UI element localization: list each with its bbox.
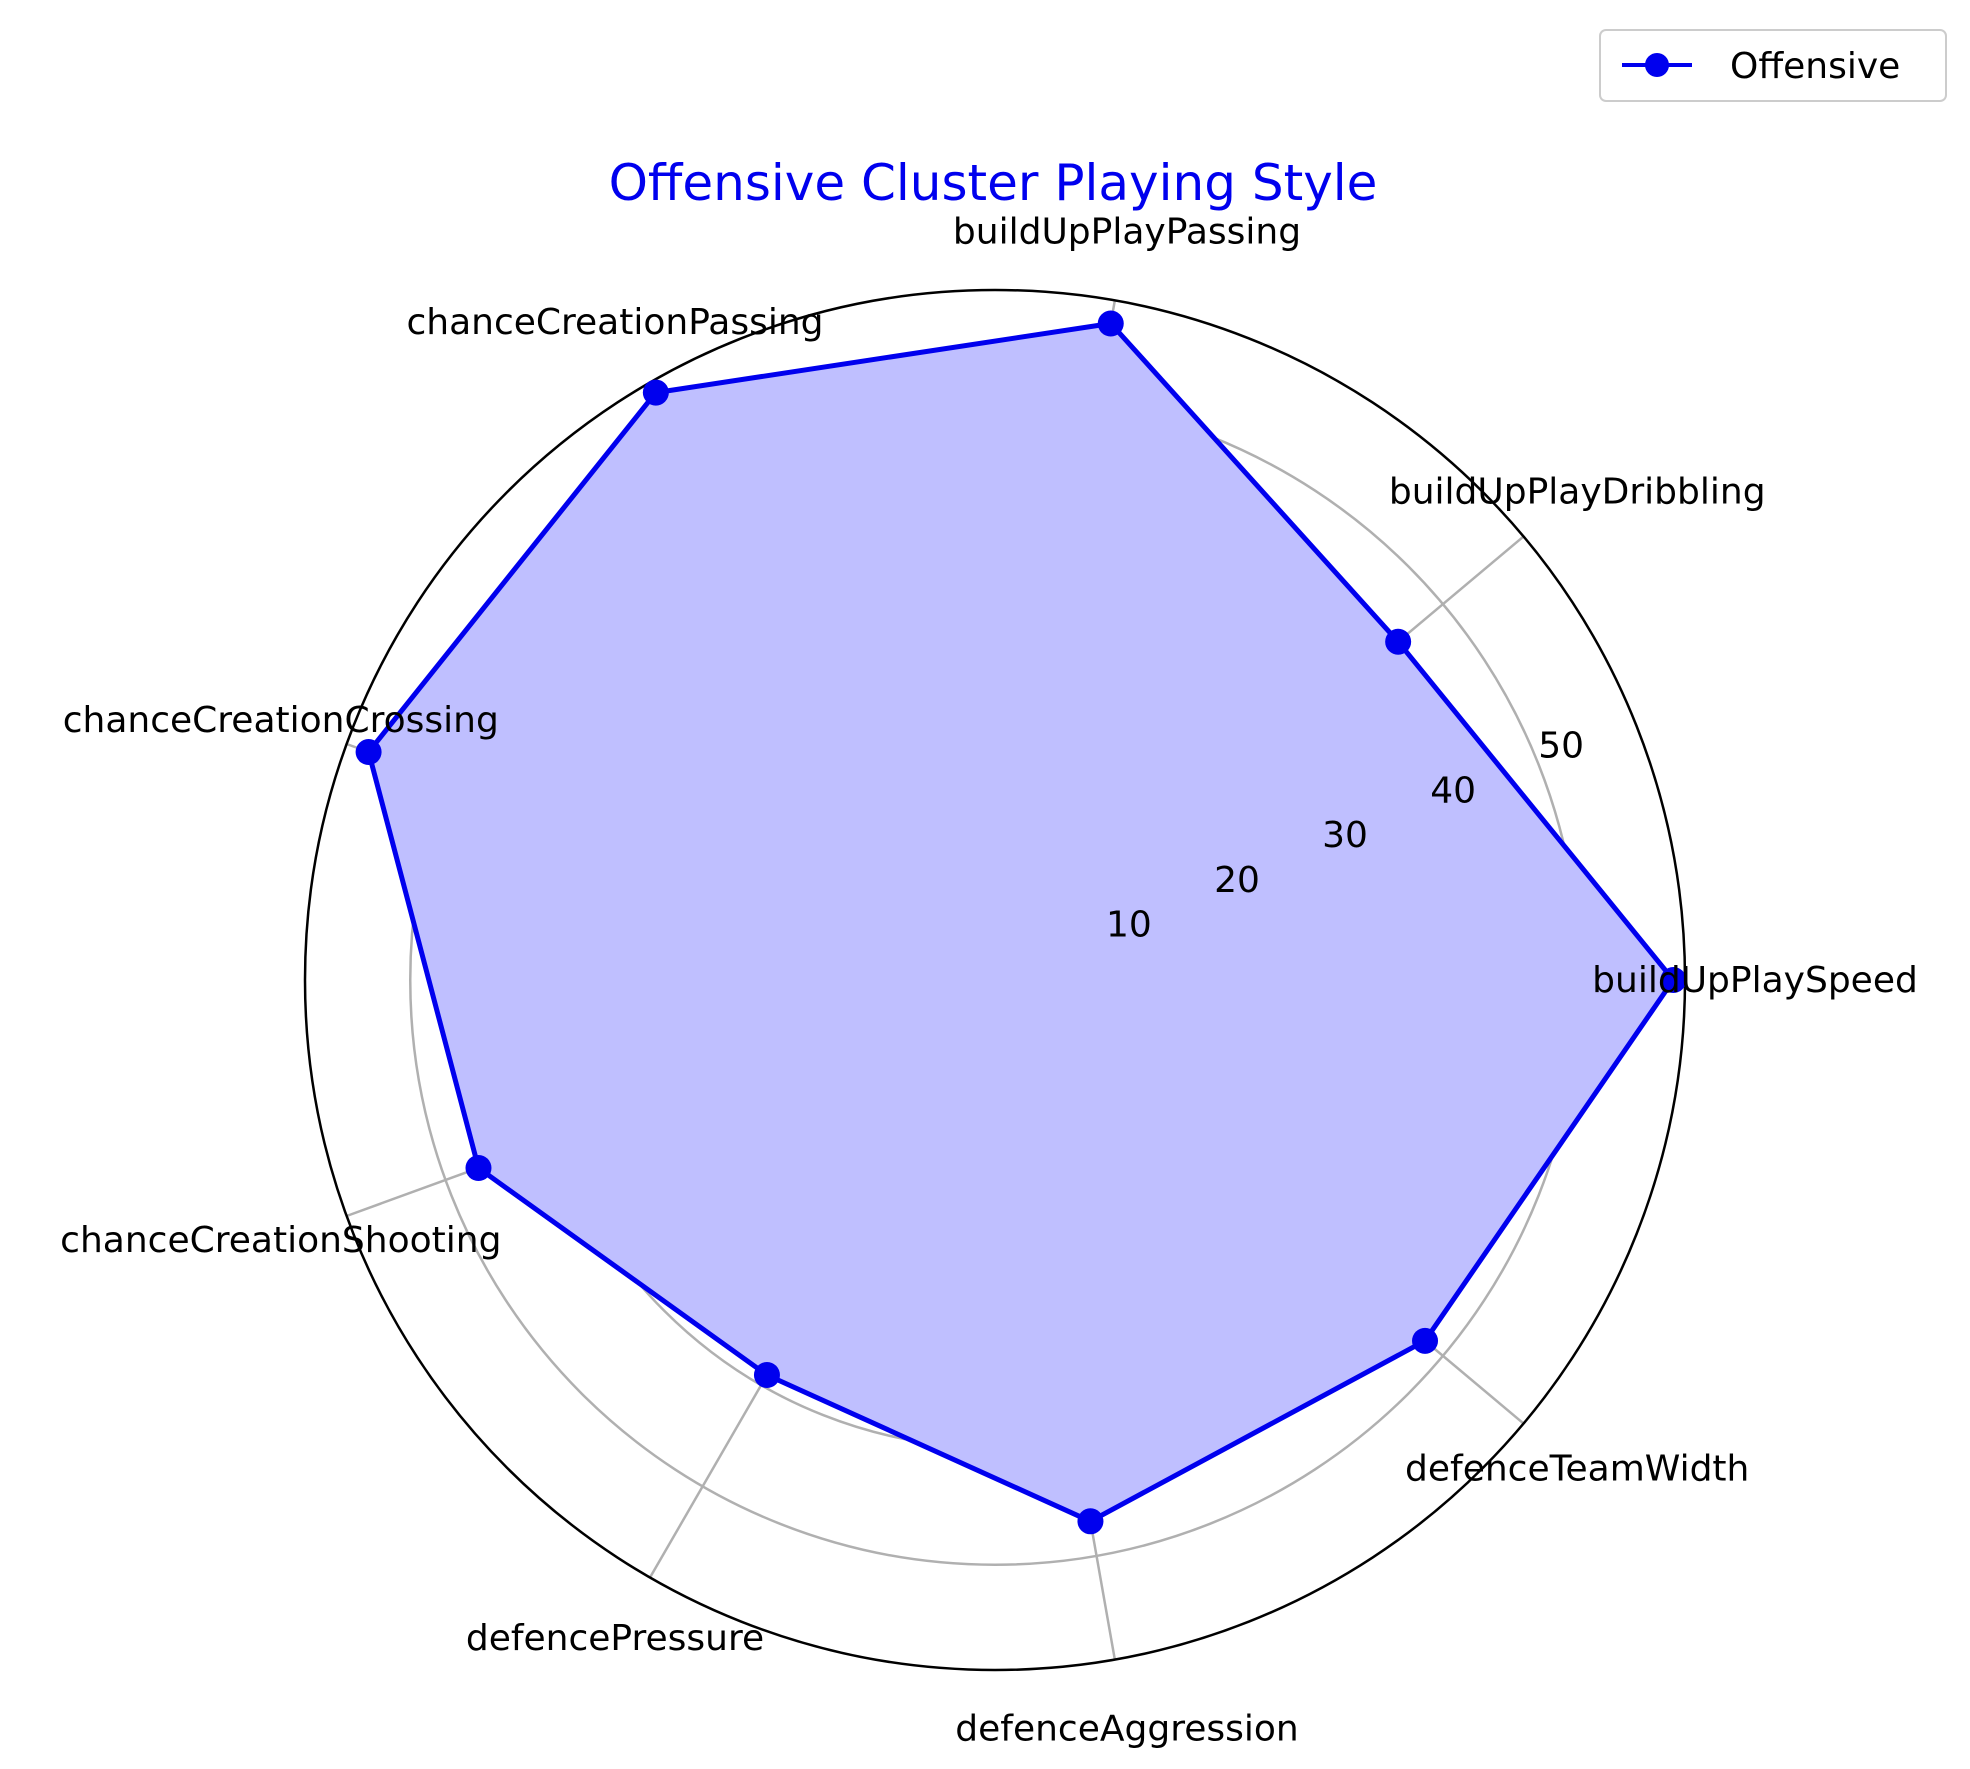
data-point-defenceAggression[interactable] <box>1077 1508 1104 1535</box>
r-tick-label: 50 <box>1538 726 1584 767</box>
data-point-buildUpPlayDribbling[interactable] <box>1385 628 1412 655</box>
category-label-buildUpPlaySpeed: buildUpPlaySpeed <box>1592 960 1918 1001</box>
r-tick-label: 30 <box>1322 815 1368 856</box>
data-point-defenceTeamWidth[interactable] <box>1412 1327 1439 1354</box>
series-fill-area <box>368 323 1674 1522</box>
category-label-chanceCreationPassing: chanceCreationPassing <box>406 302 823 343</box>
category-label-defencePressure: defencePressure <box>466 1618 764 1659</box>
category-label-buildUpPlayDribbling: buildUpPlayDribbling <box>1389 472 1766 513</box>
category-label-chanceCreationCrossing: chanceCreationCrossing <box>63 700 499 741</box>
series-layer <box>355 310 1687 1535</box>
category-label-buildUpPlayPassing: buildUpPlayPassing <box>953 212 1301 253</box>
legend-label: Offensive <box>1730 46 1900 87</box>
data-point-chanceCreationPassing[interactable] <box>642 379 669 406</box>
legend[interactable]: Offensive <box>1599 29 1947 102</box>
legend-frame <box>1599 29 1947 102</box>
category-label-chanceCreationShooting: chanceCreationShooting <box>60 1220 501 1261</box>
chart-title: Offensive Cluster Playing Style <box>609 154 1378 212</box>
legend-dot-marker <box>1645 53 1669 77</box>
data-point-chanceCreationShooting[interactable] <box>465 1154 492 1181</box>
data-point-buildUpPlayPassing[interactable] <box>1097 310 1124 337</box>
series-line <box>366 321 1676 1524</box>
category-label-defenceTeamWidth: defenceTeamWidth <box>1405 1449 1749 1490</box>
category-label-defenceAggression: defenceAggression <box>955 1709 1298 1750</box>
data-point-buildUpPlaySpeed[interactable] <box>1660 967 1687 993</box>
data-point-chanceCreationCrossing[interactable] <box>355 739 382 766</box>
r-tick-label: 10 <box>1106 905 1152 946</box>
r-tick-label: 20 <box>1214 860 1260 901</box>
r-tick-label: 40 <box>1430 770 1476 811</box>
label-layer: buildUpPlaySpeed buildUpPlayDribbling buil… <box>60 212 1918 1750</box>
data-point-defencePressure[interactable] <box>753 1361 780 1388</box>
